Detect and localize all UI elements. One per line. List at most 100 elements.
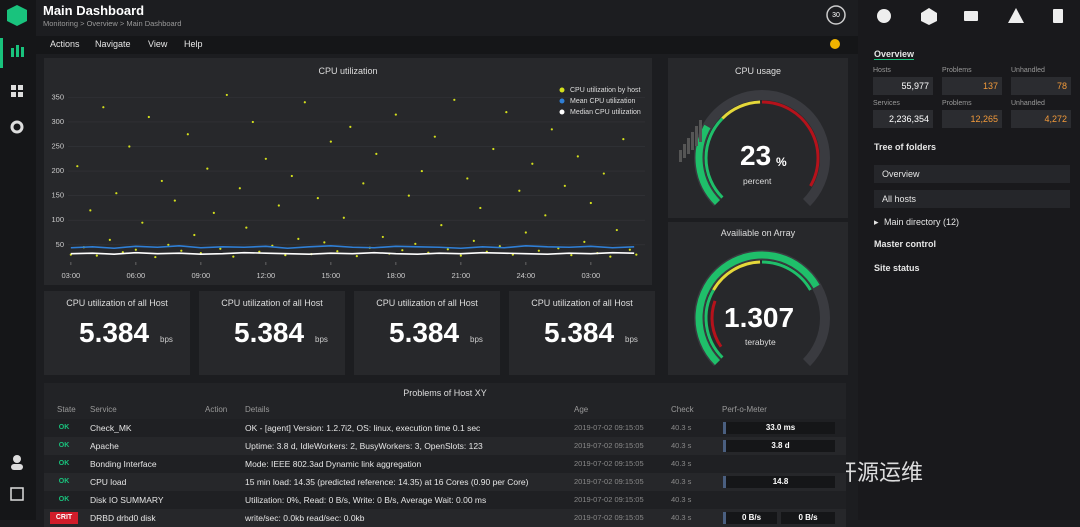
scatter-point [128,145,131,148]
column-header: Action [205,405,228,414]
scatter-point [381,235,384,239]
tree-item[interactable]: Overview [874,165,1070,183]
refresh-count[interactable]: 30 [832,12,840,19]
scatter-point [355,255,358,258]
cell-value[interactable]: 137 [942,77,1002,95]
scatter-point [89,209,92,212]
scatter-point [329,140,332,143]
check: 40.3 s [671,423,692,432]
column-header: Service [90,405,117,414]
scatter-point [290,174,293,178]
scatter-point [160,179,163,183]
cell-value[interactable]: 2,236,354 [873,110,933,128]
menu-item[interactable]: Navigate [95,39,131,49]
y-tick-label: 300 [51,117,64,126]
details: Mode: IEEE 802.3ad Dynamic link aggregat… [245,459,422,469]
top-icons [877,8,1063,25]
table-row: CRIT DRBD drbd0 disk write/sec: 0.0kb read… [44,509,846,527]
service: Apache [90,441,119,451]
details: write/sec: 0.0kb read/sec: 0.0kb [245,513,365,523]
scatter-point [277,204,280,207]
cell-value[interactable]: 78 [1011,77,1071,95]
scatter-point [219,247,222,250]
scatter-point [414,242,417,245]
section-title: Overview [874,49,915,60]
icon [10,487,24,501]
cell-label: Unhandled [1011,100,1045,107]
column-header: Details [245,405,270,414]
scatter-point [537,249,540,252]
scatter-point [336,250,339,253]
scatter-point [108,238,111,241]
gauge-fill [695,251,820,366]
scatter-point [544,214,547,217]
scatter-point [433,135,436,138]
stat-unit: bps [160,335,173,344]
menu-item[interactable]: View [148,39,168,49]
scatter-point [635,253,638,256]
check: 40.3 s [671,477,692,486]
age: 2019-07-02 09:15:05 [574,459,644,468]
x-tick-label: 09:00 [191,271,210,280]
scatter-point [95,254,98,257]
scatter-point [206,167,209,170]
cell-value[interactable]: 12,265 [942,110,1002,128]
tree-item[interactable]: ▸ [874,217,879,227]
scatter-point [186,133,189,136]
gauge-zone [704,289,724,359]
legend-label: Mean CPU utilization [570,98,635,105]
column-header: Perf-o-Meter [722,405,767,414]
age: 2019-07-02 09:15:05 [574,477,644,486]
section-title[interactable]: Master control [874,239,937,249]
scatter-point [375,152,378,155]
scatter-point [297,237,300,241]
warning-icon[interactable] [830,39,840,49]
gauge-fill [695,124,720,206]
scatter-point [349,125,352,128]
scatter-point [212,211,215,214]
scatter-point [576,155,579,158]
gauge-caption: percent [743,176,772,186]
stat-value: 5.384 [79,317,150,348]
section-title[interactable]: Site status [874,263,920,273]
gauge-zone [761,100,820,187]
scatter-point [232,255,235,258]
details: Uptime: 3.8 d, IdleWorkers: 2, BusyWorke… [245,441,483,451]
stat-title: CPU utilization of all Host [66,298,168,308]
x-tick-label: 15:00 [321,271,340,280]
details: OK - [agent] Version: 1.2.7i2, OS: linux… [245,423,481,433]
perf-value: 33.0 ms [765,423,796,432]
y-tick-label: 100 [51,215,64,224]
gauge-value: 23 [740,140,772,171]
menu-item[interactable]: Help [184,39,203,49]
scatter-point [505,111,508,114]
perf-value: 0 B/s [798,513,818,522]
state-badge: OK [58,424,70,431]
gauge-title: CPU usage [734,66,782,76]
legend-label: CPU utilization by host [570,87,640,94]
scatter-point [147,115,150,119]
state-badge: OK [58,460,70,467]
scatter-point [615,228,618,232]
scatter-point [303,101,306,104]
column-header: Check [671,405,694,414]
menu-item[interactable]: Actions [50,39,80,49]
legend-label: Median CPU utilization [570,109,641,116]
x-tick-label: 03:00 [581,271,600,280]
gauge-inner [710,300,723,348]
scatter-point [492,147,495,151]
gauge-bar [683,144,686,158]
tree-item[interactable]: All hosts [874,190,1070,208]
scatter-point [225,93,228,97]
cell-value[interactable]: 4,272 [1011,110,1071,128]
cell-value[interactable]: 55,977 [873,77,933,95]
scatter-point [602,172,605,175]
scatter-point [589,201,592,205]
check: 40.3 s [671,459,692,468]
cell-label: Problems [942,67,972,74]
tree-item[interactable]: Main directory (12) [884,217,960,227]
scatter-point [141,221,144,224]
gauge-unit: % [776,155,787,169]
x-tick-label: 03:00 [61,271,80,280]
y-tick-label: 50 [56,240,64,249]
